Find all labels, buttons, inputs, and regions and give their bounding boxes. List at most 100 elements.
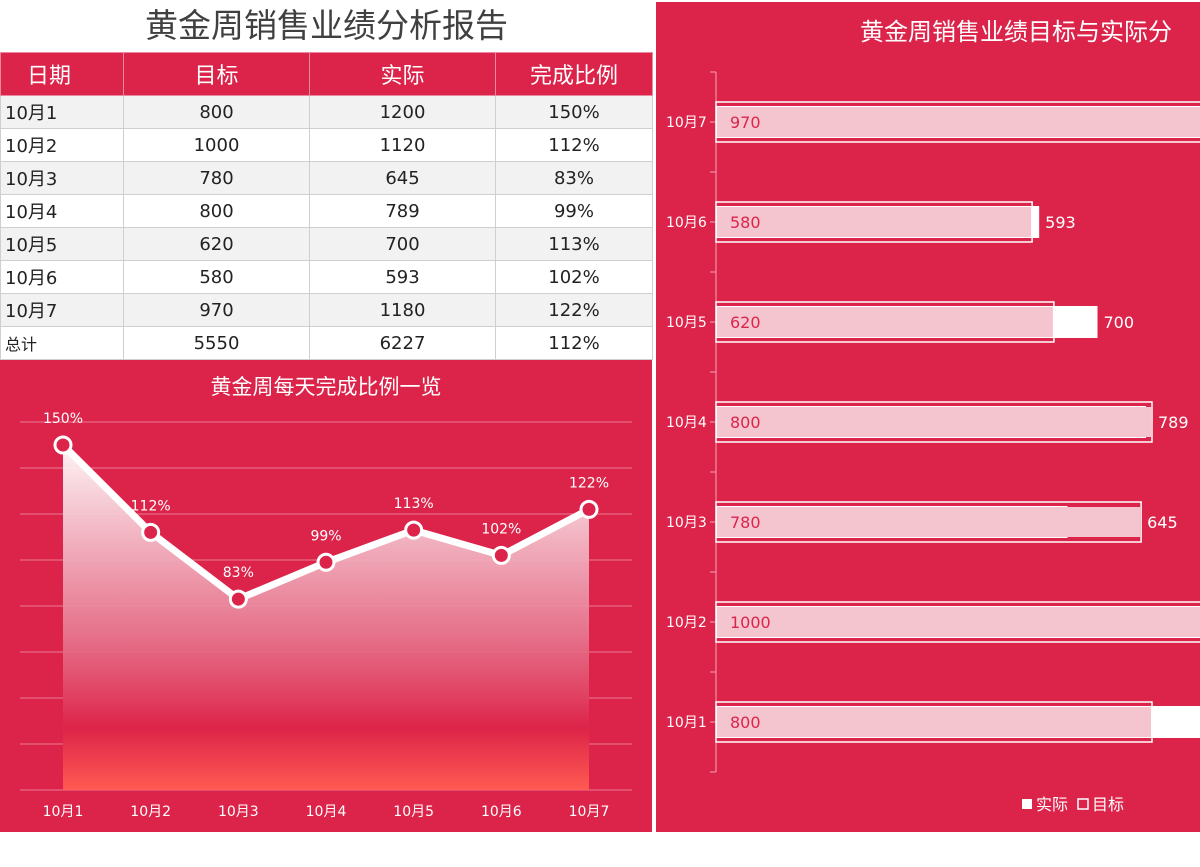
completion-ratio-chart-panel: 黄金周每天完成比例一览 150% 112% 83% 99% 113% 102% 122% 1…: [0, 360, 652, 832]
target-cell: 800: [123, 194, 310, 228]
table-row: 10月5 620 700 113%: [0, 227, 653, 261]
target-value-label: 800: [730, 713, 761, 732]
completion-area: [63, 445, 589, 790]
target-cell: 1000: [123, 128, 310, 162]
actual-cell: 789: [309, 194, 496, 228]
x-tick-label: 10月1: [43, 804, 84, 820]
date-cell: 10月3: [0, 161, 124, 195]
sales-table: 日期 目标 实际 完成比例 10月1 800 1200 150% 10月2 10…: [0, 52, 653, 360]
date-cell: 10月1: [0, 95, 124, 129]
ratio-cell: 112%: [495, 128, 653, 162]
data-point: [228, 589, 248, 609]
table-row: 10月4 800 789 99%: [0, 194, 653, 228]
target-value-label: 1000: [730, 613, 771, 632]
ratio-cell: 150%: [495, 95, 653, 129]
data-point: [141, 522, 161, 542]
ratio-cell: 113%: [495, 227, 653, 261]
x-tick-label: 10月4: [306, 804, 347, 820]
target-value-label: 580: [730, 213, 761, 232]
date-cell: 10月2: [0, 128, 124, 162]
legend-actual-swatch: [1022, 799, 1032, 809]
target-cell: 780: [123, 161, 310, 195]
data-point: [53, 435, 73, 455]
target-bar: [717, 107, 1200, 137]
y-tick-label: 10月5: [666, 315, 707, 331]
actual-cell: 645: [309, 161, 496, 195]
target-value-label: 970: [730, 113, 761, 132]
table-row: 10月3 780 645 83%: [0, 161, 653, 195]
target-bar: [717, 207, 1032, 237]
target-bar: [717, 607, 1200, 637]
total-label-cell: 总计: [0, 326, 124, 360]
target-bar: [717, 707, 1151, 737]
actual-value-label: 645: [1147, 513, 1178, 532]
target-bar: [717, 407, 1151, 437]
ratio-cell: 83%: [495, 161, 653, 195]
actual-value-label: 700: [1104, 313, 1135, 332]
actual-value-label: 789: [1158, 413, 1189, 432]
total-ratio-cell: 112%: [495, 326, 653, 360]
legend-actual-label: 实际: [1036, 795, 1068, 814]
target-value-label: 800: [730, 413, 761, 432]
data-label: 83%: [223, 565, 254, 581]
date-cell: 10月6: [0, 260, 124, 294]
y-tick-label: 10月2: [666, 615, 707, 631]
y-tick-label: 10月7: [666, 115, 707, 131]
total-actual-cell: 6227: [309, 326, 496, 360]
data-label: 150%: [43, 411, 83, 427]
legend-target-label: 目标: [1092, 795, 1124, 814]
target-vs-actual-chart-panel: 黄金周销售业绩目标与实际分 10月1 10月2 10月3 10月4 10月5 10月6 10…: [656, 2, 1200, 832]
target-cell: 970: [123, 293, 310, 327]
ratio-cell: 122%: [495, 293, 653, 327]
target-vs-actual-chart: 黄金周销售业绩目标与实际分 10月1 10月2 10月3 10月4 10月5 10月6 10…: [666, 18, 1200, 814]
data-label: 99%: [310, 528, 341, 544]
target-bar: [717, 307, 1053, 337]
actual-cell: 1200: [309, 95, 496, 129]
date-cell: 10月5: [0, 227, 124, 261]
table-row: 10月7 970 1180 122%: [0, 293, 653, 327]
ratio-cell: 99%: [495, 194, 653, 228]
x-tick-label: 10月7: [569, 804, 610, 820]
table-header-row: 日期 目标 实际 完成比例: [0, 52, 653, 96]
bar-chart-title: 黄金周销售业绩目标与实际分: [860, 18, 1172, 46]
data-point: [404, 520, 424, 540]
total-row: 总计 5550 6227 112%: [0, 326, 653, 360]
actual-cell: 700: [309, 227, 496, 261]
line-chart-title: 黄金周每天完成比例一览: [211, 375, 442, 399]
x-tick-label: 10月3: [218, 804, 259, 820]
column-header-ratio: 完成比例: [495, 52, 653, 96]
date-cell: 10月7: [0, 293, 124, 327]
table-row: 10月1 800 1200 150%: [0, 95, 653, 129]
total-target-cell: 5550: [123, 326, 310, 360]
x-tick-label: 10月2: [130, 804, 171, 820]
y-tick-label: 10月4: [666, 415, 707, 431]
target-cell: 620: [123, 227, 310, 261]
data-label: 102%: [481, 521, 521, 537]
ratio-cell: 102%: [495, 260, 653, 294]
y-tick-label: 10月1: [666, 715, 707, 731]
actual-cell: 1120: [309, 128, 496, 162]
data-point: [491, 545, 511, 565]
target-cell: 580: [123, 260, 310, 294]
table-row: 10月2 1000 1120 112%: [0, 128, 653, 162]
column-header-actual: 实际: [309, 52, 496, 96]
report-title: 黄金周销售业绩分析报告: [145, 6, 508, 45]
completion-ratio-chart: 黄金周每天完成比例一览 150% 112% 83% 99% 113% 102% 122% 1…: [20, 375, 632, 820]
data-point: [316, 552, 336, 572]
x-tick-label: 10月5: [393, 804, 434, 820]
x-tick-label: 10月6: [481, 804, 522, 820]
y-tick-label: 10月6: [666, 215, 707, 231]
y-tick-label: 10月3: [666, 515, 707, 531]
column-header-date: 日期: [0, 52, 124, 96]
data-label: 122%: [569, 475, 609, 491]
column-header-target: 目标: [123, 52, 310, 96]
table-row: 10月6 580 593 102%: [0, 260, 653, 294]
data-label: 113%: [394, 496, 434, 512]
data-point: [579, 499, 599, 519]
target-value-label: 620: [730, 313, 761, 332]
actual-value-label: 593: [1045, 213, 1076, 232]
target-value-label: 780: [730, 513, 761, 532]
date-cell: 10月4: [0, 194, 124, 228]
actual-cell: 1180: [309, 293, 496, 327]
target-cell: 800: [123, 95, 310, 129]
